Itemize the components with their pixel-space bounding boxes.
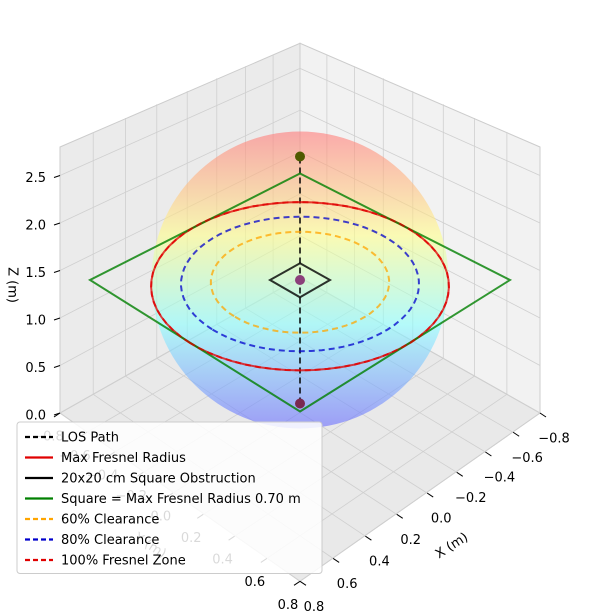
z-axis-label: Z (m) bbox=[5, 267, 20, 303]
y-tick bbox=[293, 580, 301, 586]
legend-label: 80% Clearance bbox=[61, 533, 159, 548]
x-tick-label: −0.4 bbox=[484, 471, 516, 486]
legend-box bbox=[16, 421, 323, 574]
grid-line bbox=[299, 109, 541, 224]
grid-line bbox=[59, 109, 301, 224]
z-tick bbox=[53, 222, 61, 226]
x-tick-label: 0.6 bbox=[337, 577, 358, 592]
fresnel-ring bbox=[150, 201, 450, 372]
z-tick-label: 2.0 bbox=[25, 219, 46, 234]
z-tick-label: 1.5 bbox=[25, 266, 46, 281]
x-tick-label: −0.2 bbox=[455, 491, 487, 506]
z-tick-label: 0.5 bbox=[25, 361, 46, 376]
fresnel-ring bbox=[179, 215, 421, 353]
grid-line bbox=[59, 68, 301, 176]
grid-line bbox=[299, 412, 541, 582]
x-tick bbox=[365, 535, 372, 541]
antenna-point bbox=[295, 275, 305, 285]
x-tick-label: 0.2 bbox=[400, 533, 421, 548]
legend-label: 20x20 cm Square Obstruction bbox=[61, 472, 256, 487]
x-tick bbox=[299, 580, 307, 586]
x-tick bbox=[396, 513, 404, 519]
x-axis-label: X (m) bbox=[433, 530, 471, 562]
legend-label: 60% Clearance bbox=[61, 513, 159, 528]
legend-label: LOS Path bbox=[61, 431, 119, 446]
x-tick-label: 0.0 bbox=[431, 512, 452, 527]
x-tick bbox=[512, 431, 520, 437]
x-tick-label: 0.8 bbox=[304, 600, 325, 612]
y-tick-label: 0.6 bbox=[245, 575, 266, 590]
z-tick-label: 2.5 bbox=[25, 171, 46, 186]
x-tick bbox=[332, 558, 340, 563]
z-tick bbox=[53, 365, 61, 368]
legend-label: 100% Fresnel Zone bbox=[61, 554, 186, 569]
x-tick bbox=[485, 451, 492, 457]
z-tick-label: 0.0 bbox=[25, 409, 46, 424]
x-tick bbox=[539, 412, 547, 418]
z-tick bbox=[53, 175, 61, 178]
fresnel-ring bbox=[209, 230, 391, 334]
x-tick bbox=[426, 492, 434, 498]
legend-label: Max Fresnel Radius bbox=[61, 451, 186, 466]
grid-line bbox=[299, 68, 541, 176]
antenna-point bbox=[295, 398, 305, 409]
x-tick-label: 0.4 bbox=[369, 555, 390, 570]
z-tick bbox=[53, 270, 61, 273]
square bbox=[87, 172, 513, 413]
x-tick-label: −0.8 bbox=[538, 432, 570, 447]
x-tick bbox=[456, 471, 464, 477]
square bbox=[267, 262, 333, 299]
legend-label: Square = Max Fresnel Radius 0.70 m bbox=[61, 492, 301, 507]
y-tick bbox=[53, 412, 61, 418]
y-tick-label: 0.8 bbox=[278, 598, 299, 612]
z-tick bbox=[53, 317, 61, 321]
z-tick-label: 1.0 bbox=[25, 314, 46, 329]
x-tick-label: −0.6 bbox=[511, 451, 543, 466]
antenna-point bbox=[295, 151, 305, 162]
